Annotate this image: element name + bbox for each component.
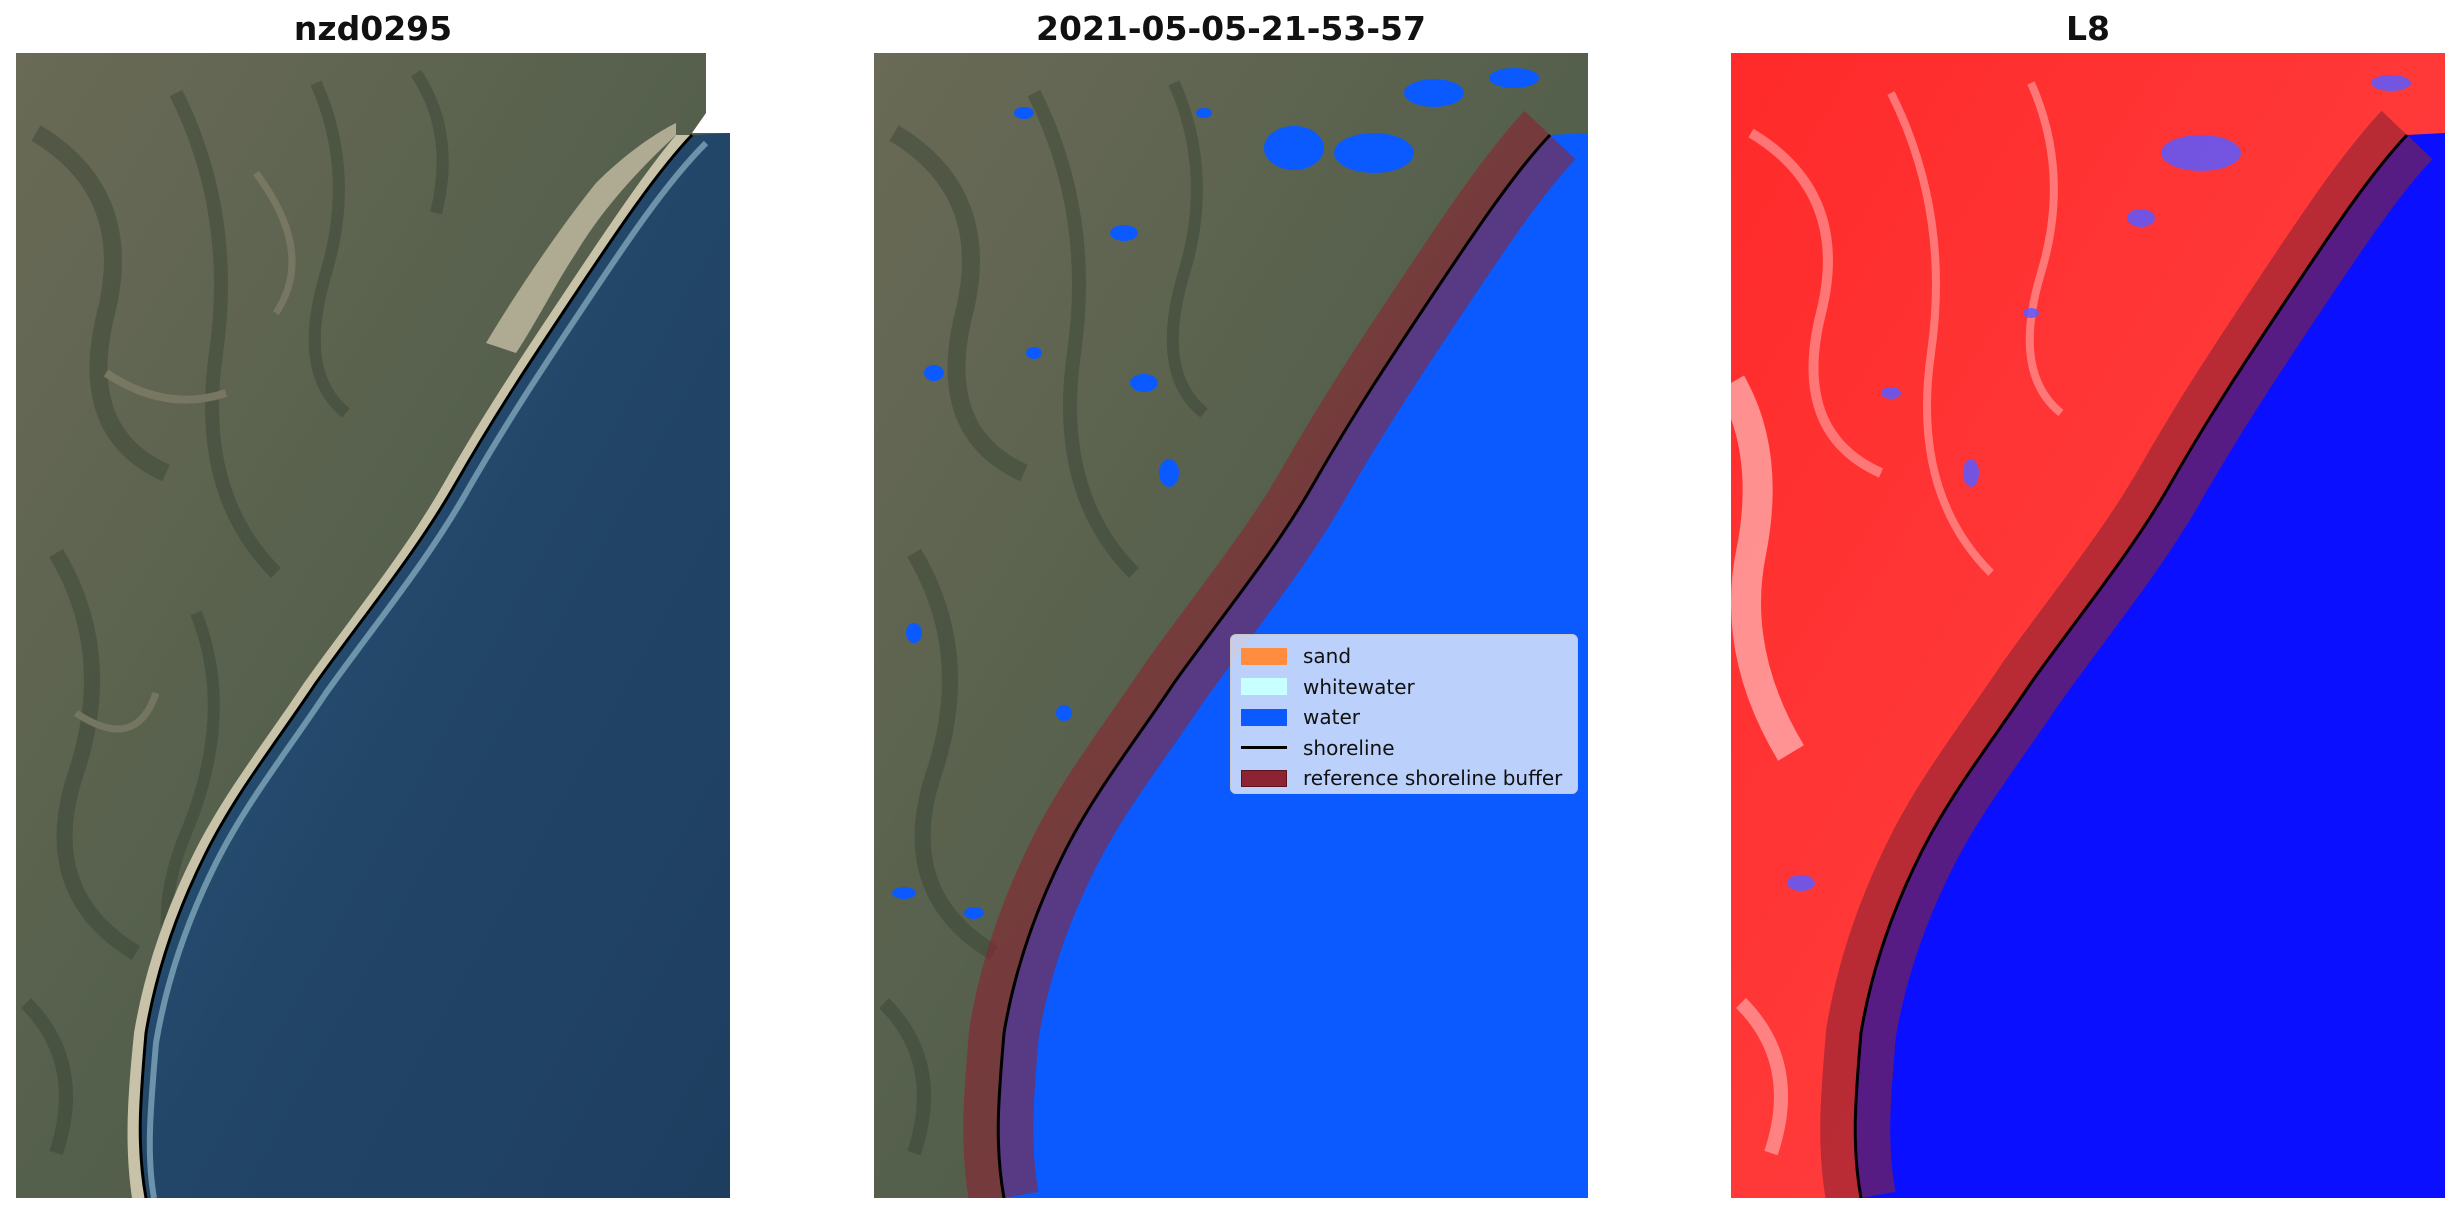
legend-item-water: water: [1241, 702, 1567, 733]
panel-title-classified: 2021-05-05-21-53-57: [1036, 9, 1426, 48]
legend-item-buffer: reference shoreline buffer: [1241, 763, 1567, 794]
legend-swatch-water: [1241, 708, 1287, 726]
panel-title-rgb: nzd0295: [293, 9, 453, 48]
terrain-texture: [20, 69, 449, 1156]
legend-line-shoreline: [1241, 746, 1287, 750]
inland-water-index: [1787, 75, 2411, 891]
rgb-image-panel: [16, 53, 730, 1198]
legend-label: reference shoreline buffer: [1303, 766, 1563, 791]
nodata-corner: [692, 53, 730, 133]
panel-title-index: L8: [2066, 9, 2110, 48]
surf-zone: [146, 140, 709, 1198]
ocean-area: [140, 133, 730, 1198]
legend-item-sand: sand: [1241, 641, 1567, 672]
classified-image-panel: [874, 53, 1588, 1198]
terrain-texture: [878, 80, 1208, 1156]
legend-label: whitewater: [1303, 674, 1415, 699]
index-image-panel: [1731, 53, 2445, 1198]
legend-label: shoreline: [1303, 735, 1395, 760]
shoreline-line: [996, 133, 1552, 1198]
shoreline-line: [1853, 133, 2409, 1198]
legend-swatch-whitewater: [1241, 678, 1287, 696]
legend-swatch-buffer: [1241, 769, 1287, 787]
legend-label: sand: [1303, 644, 1352, 669]
legend-swatch-sand: [1241, 647, 1287, 665]
legend-item-shoreline: shoreline: [1241, 733, 1567, 764]
legend-item-whitewater: whitewater: [1241, 672, 1567, 703]
rgb-satellite-image: [16, 53, 730, 1198]
legend: sand whitewater water shoreline referenc…: [1230, 634, 1578, 794]
classified-image: [874, 53, 1588, 1198]
index-image: [1731, 53, 2445, 1198]
shoreline-line: [138, 133, 694, 1198]
ocean-index-area: [1855, 133, 2445, 1198]
inland-water-patches: [892, 68, 1539, 919]
legend-label: water: [1303, 705, 1360, 730]
dune-area: [486, 123, 676, 353]
